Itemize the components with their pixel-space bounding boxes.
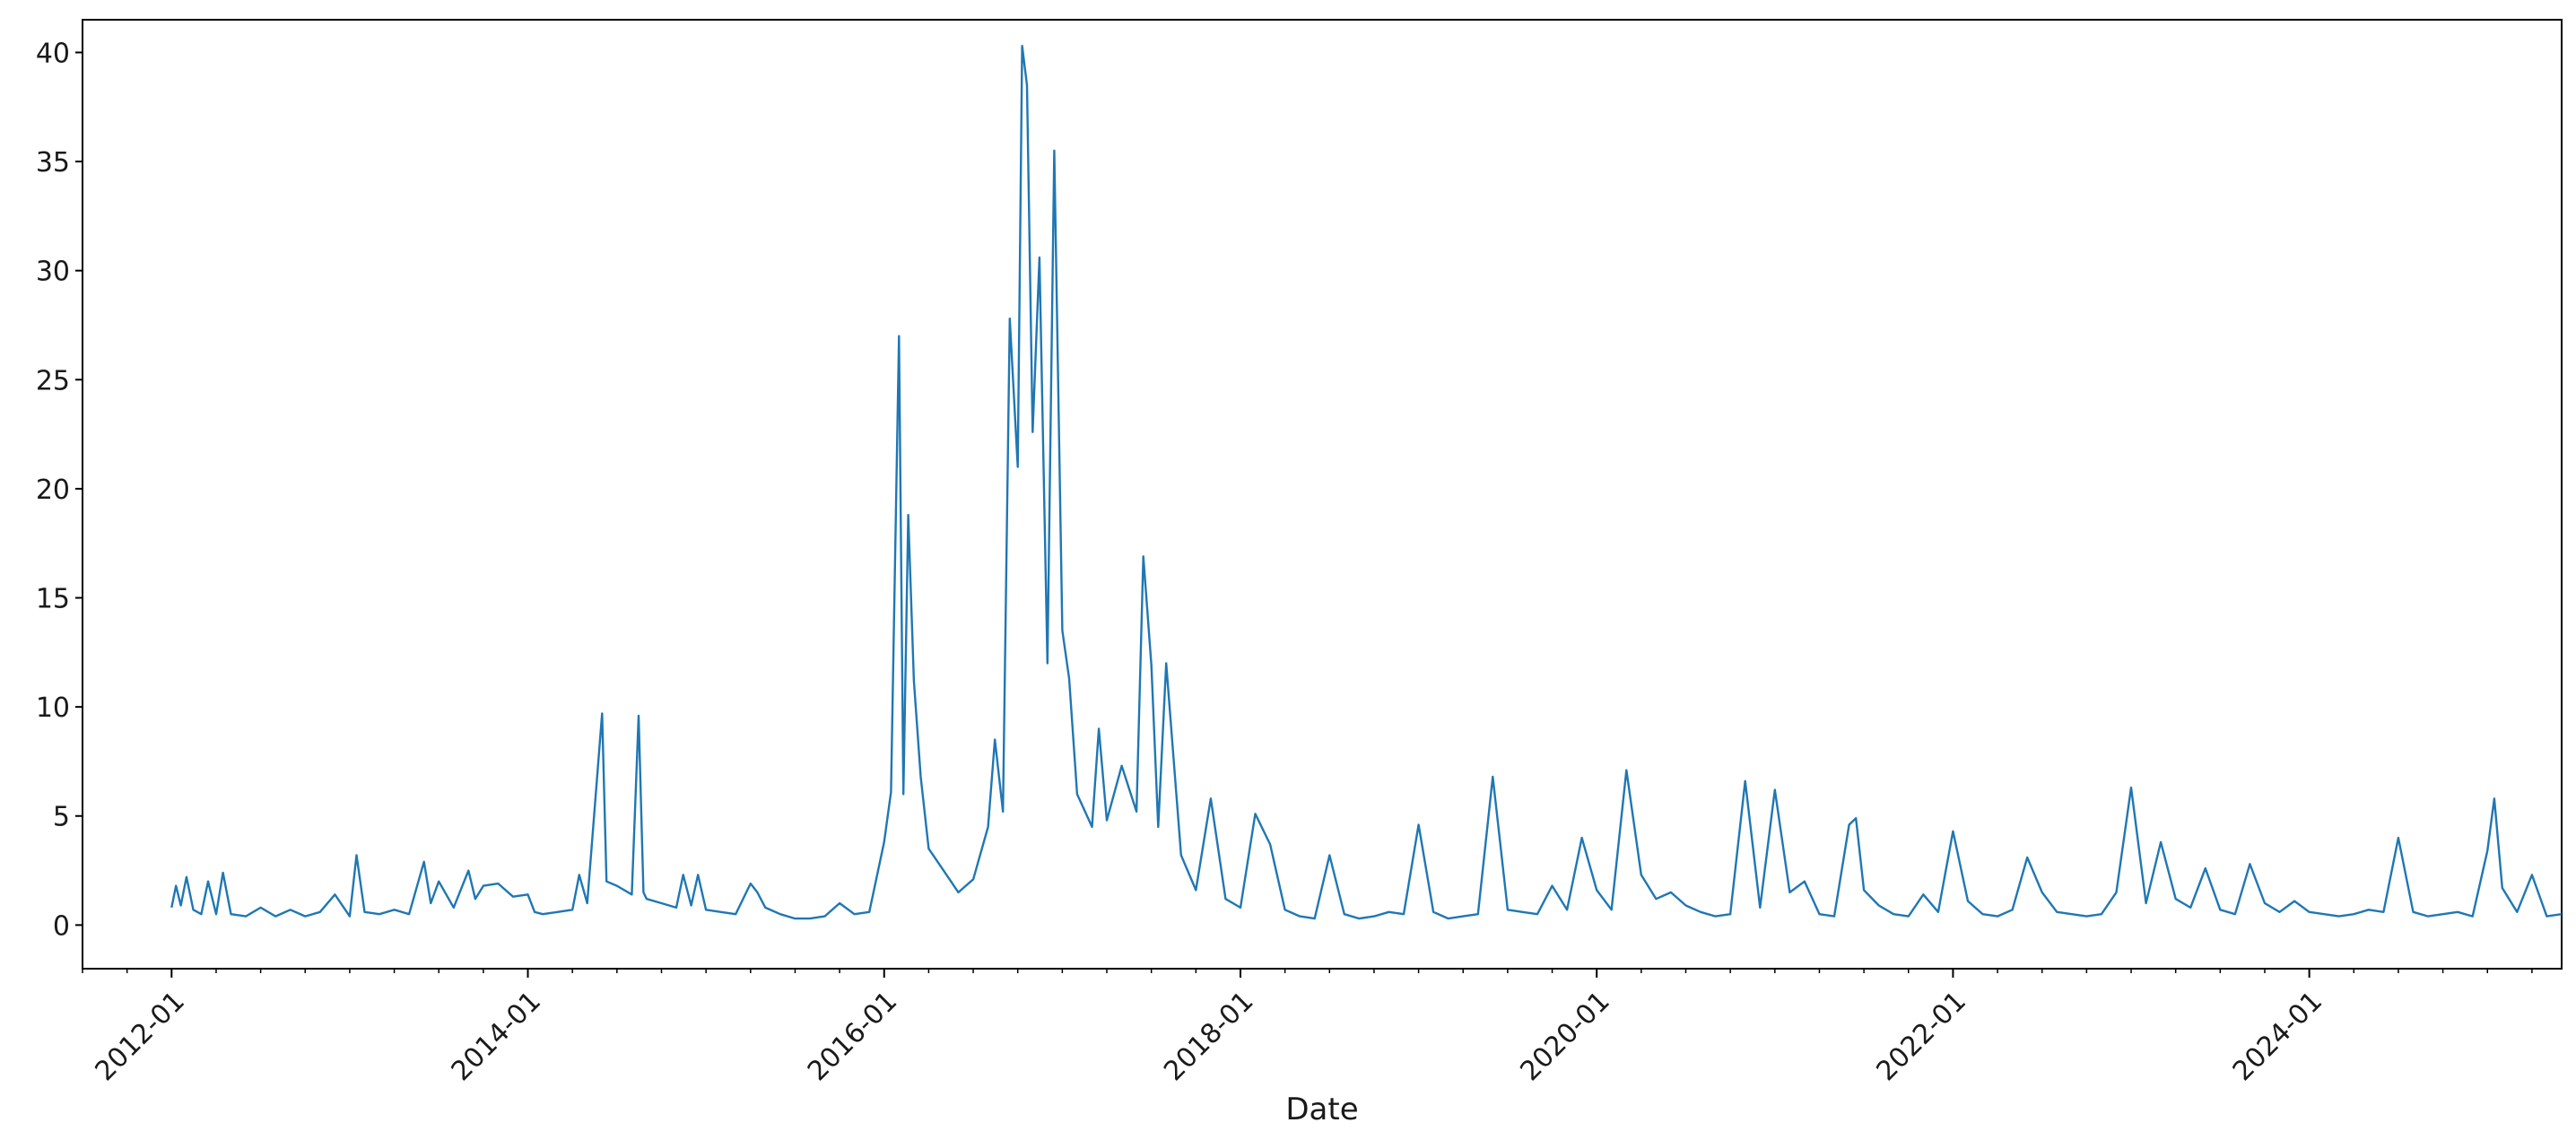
x-axis-label: Date (1285, 1092, 1358, 1127)
y-tick-label: 0 (53, 910, 70, 942)
y-tick-label: 15 (36, 584, 70, 615)
y-tick-label: 10 (36, 692, 70, 724)
plot-frame (82, 19, 2563, 970)
y-tick-label: 5 (53, 802, 70, 833)
y-tick-label: 35 (36, 147, 70, 178)
y-tick-label: 40 (36, 38, 70, 69)
y-tick-label: 20 (36, 474, 70, 506)
series-line (170, 45, 2563, 920)
y-tick-label: 30 (36, 257, 70, 288)
plot-area (82, 19, 2563, 970)
y-axis: 0 5 10 15 20 25 30 35 40 (36, 38, 83, 942)
y-tick-label: 25 (36, 365, 70, 396)
